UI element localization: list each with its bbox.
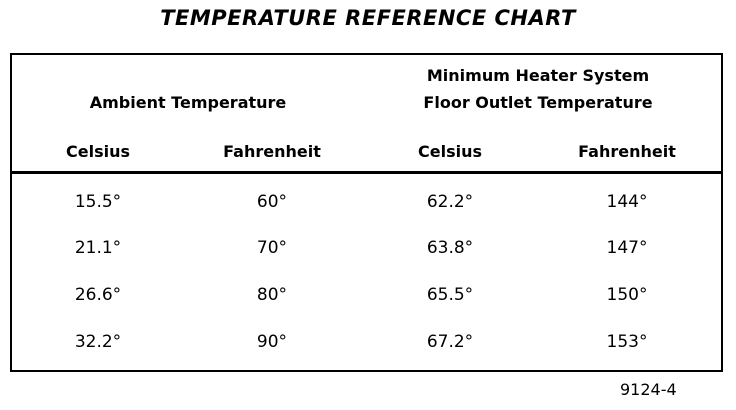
table-cell: 21.1° <box>74 238 122 258</box>
header-divider <box>10 171 723 174</box>
figure-code: 9124-4 <box>620 380 677 399</box>
table-cell: 70° <box>256 238 288 258</box>
table-cell: 150° <box>606 285 648 305</box>
ambient-group-header: Ambient Temperature <box>89 93 287 112</box>
outlet-group-header-line2: Floor Outlet Temperature <box>423 93 653 112</box>
column-header: Celsius <box>418 142 482 161</box>
column-header: Fahrenheit <box>578 142 676 161</box>
table-cell: 65.5° <box>426 285 474 305</box>
column-header: Celsius <box>66 142 130 161</box>
table-cell: 60° <box>256 192 288 212</box>
table-cell: 147° <box>606 238 648 258</box>
table-cell: 90° <box>256 332 288 352</box>
column-header: Fahrenheit <box>223 142 321 161</box>
outlet-group-header-line1: Minimum Heater System <box>426 66 650 85</box>
table-cell: 153° <box>606 332 648 352</box>
chart-title: TEMPERATURE REFERENCE CHART <box>160 6 576 30</box>
table-cell: 15.5° <box>74 192 122 212</box>
table-cell: 144° <box>606 192 648 212</box>
table-cell: 80° <box>256 285 288 305</box>
table-cell: 26.6° <box>74 285 122 305</box>
table-cell: 67.2° <box>426 332 474 352</box>
table-cell: 32.2° <box>74 332 122 352</box>
table-cell: 62.2° <box>426 192 474 212</box>
table-cell: 63.8° <box>426 238 474 258</box>
table-frame <box>10 53 723 372</box>
